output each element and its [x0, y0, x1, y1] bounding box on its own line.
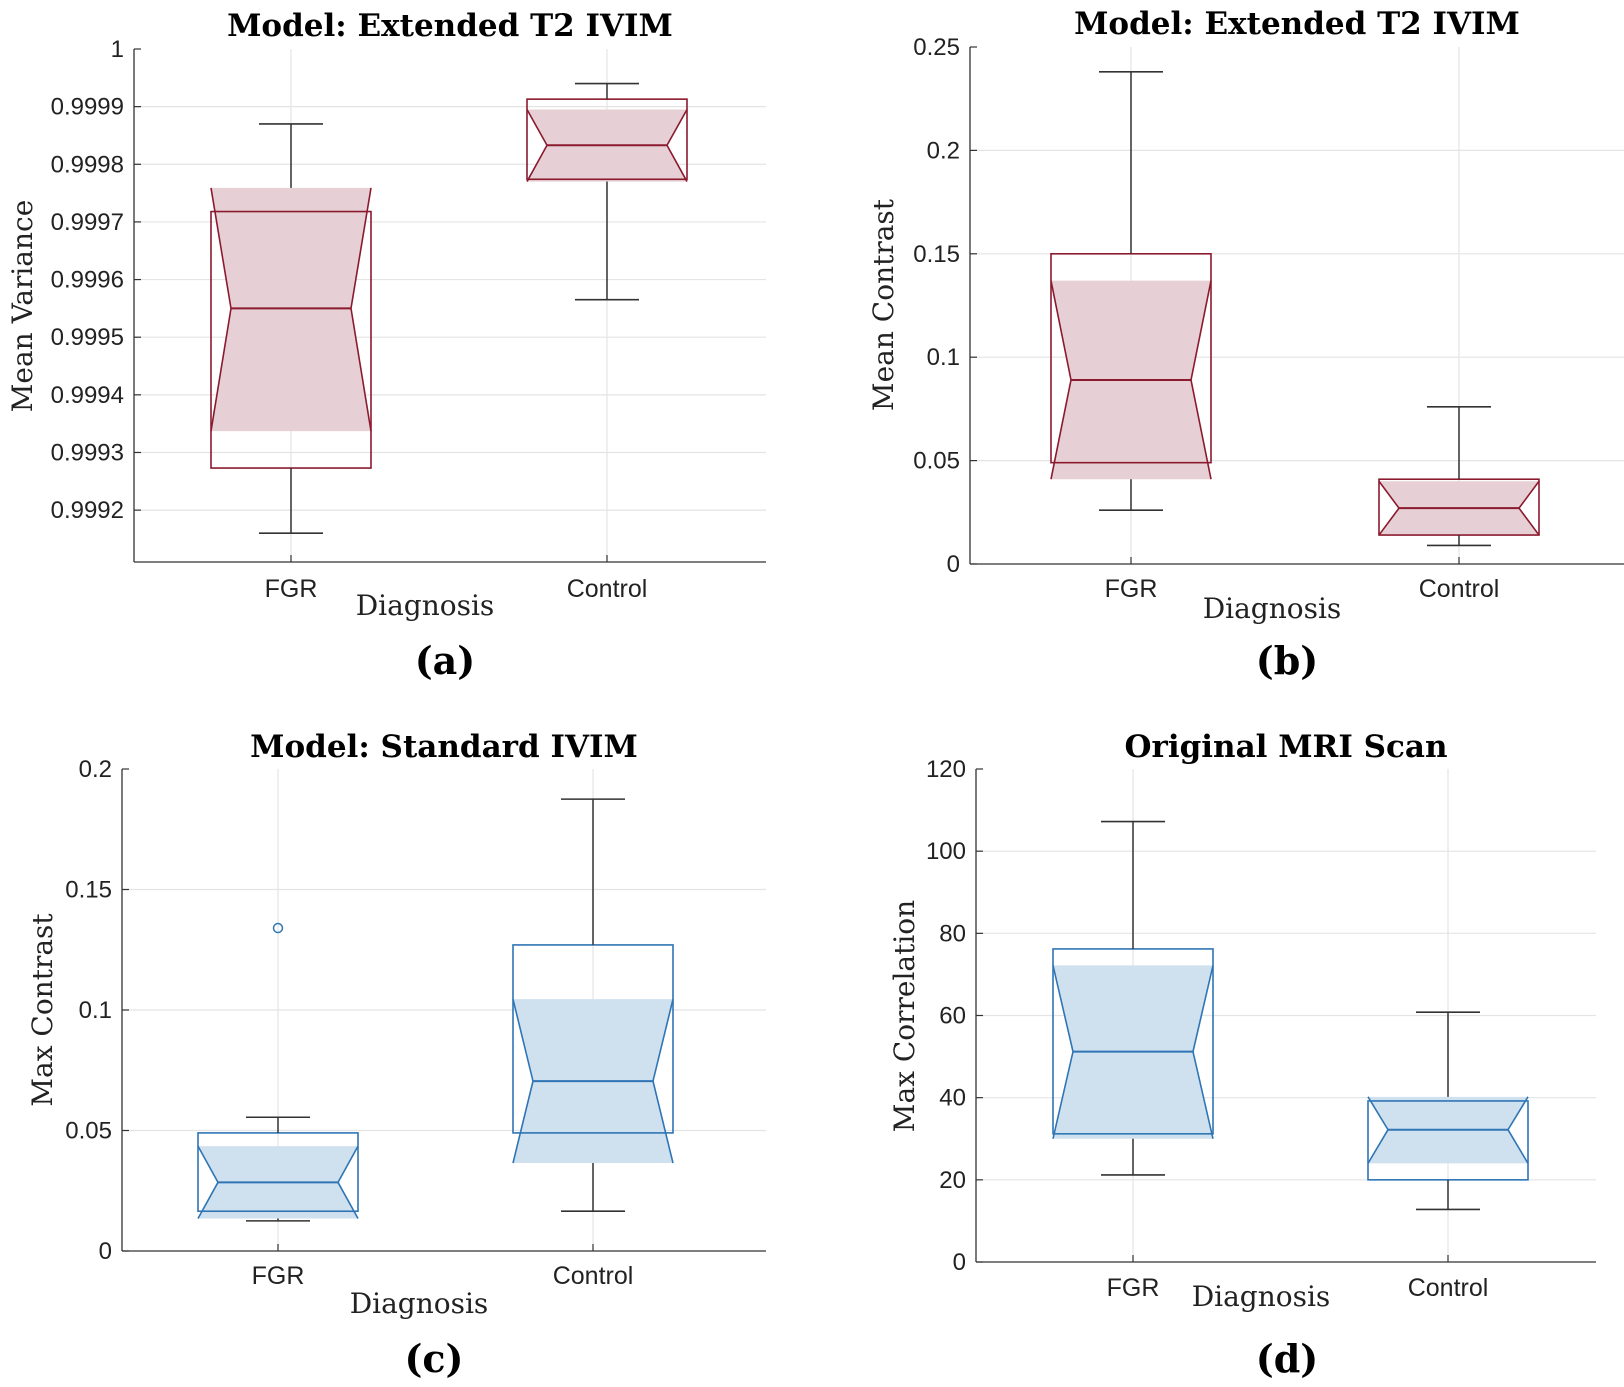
chart-title: Model: Standard IVIM — [250, 729, 638, 765]
y-tick-label: 0.9992 — [51, 497, 124, 524]
y-tick-label: 0.9993 — [51, 439, 124, 466]
box-fgr — [197, 922, 359, 1222]
chart-title: Original MRI Scan — [1124, 729, 1447, 765]
x-axis-label: Diagnosis — [350, 1287, 489, 1320]
y-axis-label: Max Correlation — [888, 900, 921, 1132]
x-tick-label: Control — [553, 1262, 634, 1290]
y-tick-label: 0.9995 — [51, 324, 124, 351]
x-tick-label: Control — [1419, 575, 1500, 603]
y-tick-label: 0.9999 — [51, 94, 124, 121]
x-tick-label: FGR — [252, 1262, 305, 1290]
x-tick-label: FGR — [1105, 575, 1158, 603]
chart-panel-a: 0.9992 0.9993 0.9994 0.9995 0.9996 0.9997 0.99… — [6, 8, 766, 622]
outlier-point — [272, 922, 284, 934]
y-tick-label: 0.05 — [913, 448, 960, 475]
x-tick-label: FGR — [1107, 1274, 1160, 1302]
x-tick-label: Control — [1408, 1274, 1489, 1302]
y-tick-label: 40 — [939, 1085, 966, 1112]
box-control — [1378, 406, 1540, 547]
y-tick-label: 0.9994 — [51, 382, 124, 409]
y-tick-label: 0 — [947, 551, 960, 578]
chart-title: Model: Extended T2 IVIM — [227, 8, 673, 44]
chart-title: Model: Extended T2 IVIM — [1074, 6, 1520, 42]
y-tick-label: 0.9996 — [51, 267, 124, 294]
chart-panel-c: 0 0.05 0.1 0.15 0.2 FGR Control Model: Standard… — [26, 729, 766, 1320]
panel-label-c: (c) — [404, 1336, 463, 1381]
y-tick-label: 0.2 — [79, 756, 112, 783]
x-axis-label: Diagnosis — [356, 589, 495, 622]
panel-label-b: (b) — [1256, 638, 1319, 683]
x-tick-label: Control — [567, 575, 648, 603]
box-fgr — [210, 123, 372, 534]
x-axis-label: Diagnosis — [1192, 1280, 1331, 1313]
y-tick-label: 1 — [111, 36, 124, 63]
y-tick-label: 0.2 — [927, 137, 960, 164]
y-tick-label: 60 — [939, 1003, 966, 1030]
box-control — [1367, 1011, 1529, 1211]
box-control — [526, 82, 688, 301]
box-control — [512, 798, 674, 1213]
y-tick-label: 0.9997 — [51, 209, 124, 236]
y-axis-label: Mean Variance — [6, 200, 39, 413]
y-tick-label: 0.05 — [65, 1118, 112, 1145]
y-axis-label: Mean Contrast — [867, 198, 900, 411]
y-tick-label: 120 — [926, 756, 966, 783]
y-axis-label: Max Contrast — [26, 913, 59, 1107]
y-tick-label: 0 — [953, 1249, 966, 1276]
box-fgr — [1052, 820, 1214, 1176]
panel-label-d: (d) — [1256, 1336, 1319, 1381]
y-tick-label: 0.1 — [79, 997, 112, 1024]
box-notch-fill — [211, 187, 371, 432]
y-tick-label: 0.9998 — [51, 151, 124, 178]
chart-panel-b: 0 0.05 0.1 0.15 0.2 0.25 FGR Control Model: Exte… — [867, 6, 1624, 625]
y-tick-label: 0 — [99, 1238, 112, 1265]
panel-label-a: (a) — [415, 638, 476, 683]
y-tick-label: 0.25 — [913, 34, 960, 61]
x-tick-label: FGR — [265, 575, 318, 603]
chart-panel-d: 0 20 40 60 80 100 120 FGR Control Original MRI Sc… — [888, 729, 1596, 1313]
box-fgr — [1050, 71, 1212, 512]
y-tick-label: 80 — [939, 920, 966, 947]
y-tick-label: 0.15 — [65, 877, 112, 904]
y-tick-label: 0.15 — [913, 241, 960, 268]
x-axis-label: Diagnosis — [1203, 592, 1342, 625]
y-tick-label: 0.1 — [927, 344, 960, 371]
y-tick-label: 20 — [939, 1167, 966, 1194]
y-tick-label: 100 — [926, 838, 966, 865]
